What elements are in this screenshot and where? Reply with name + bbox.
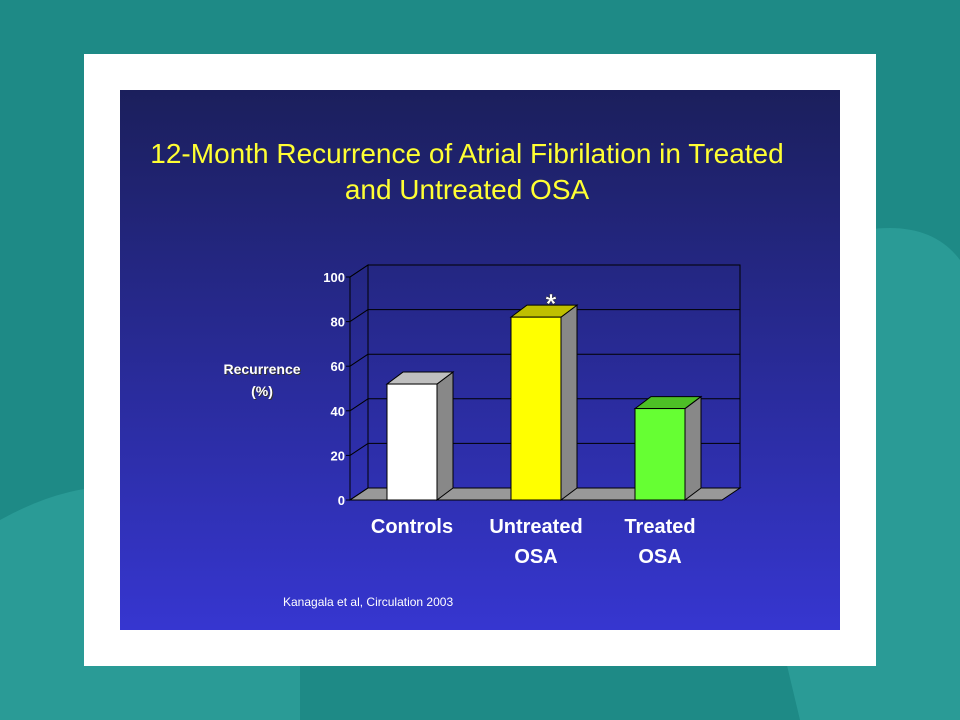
chart-title: 12-Month Recurrence of Atrial Fibrilatio…	[150, 138, 784, 205]
y-tick-label: 0	[338, 493, 345, 508]
annotation: *	[546, 288, 557, 319]
grid-line	[349, 398, 369, 412]
bar-side	[436, 371, 454, 501]
x-tick-label: Untreated OSA	[489, 516, 583, 568]
grid-line	[349, 309, 369, 323]
bar	[634, 408, 686, 501]
y-tick-label: 40	[331, 404, 345, 419]
slide-panel	[120, 90, 840, 630]
bar	[510, 316, 562, 501]
y-tick-label: 80	[331, 315, 345, 330]
plot: 0 20 40 60 80 100 *	[323, 264, 742, 508]
bar	[386, 383, 438, 501]
y-tick-label: 20	[331, 448, 345, 463]
y-tick-label: 100	[323, 270, 345, 285]
y-tick-label: 60	[331, 359, 345, 374]
bar-side	[684, 395, 702, 501]
grid-line	[349, 487, 369, 501]
grid-line	[349, 442, 369, 456]
grid-line	[349, 353, 369, 367]
x-tick-label: Treated OSA	[624, 516, 696, 568]
y-axis-label: Recurrence (%)	[223, 361, 301, 399]
grid-line	[349, 264, 369, 278]
source-note: Kanagala et al, Circulation 2003	[283, 595, 454, 609]
x-tick-label: Controls	[370, 516, 454, 538]
bar-side	[560, 304, 578, 501]
